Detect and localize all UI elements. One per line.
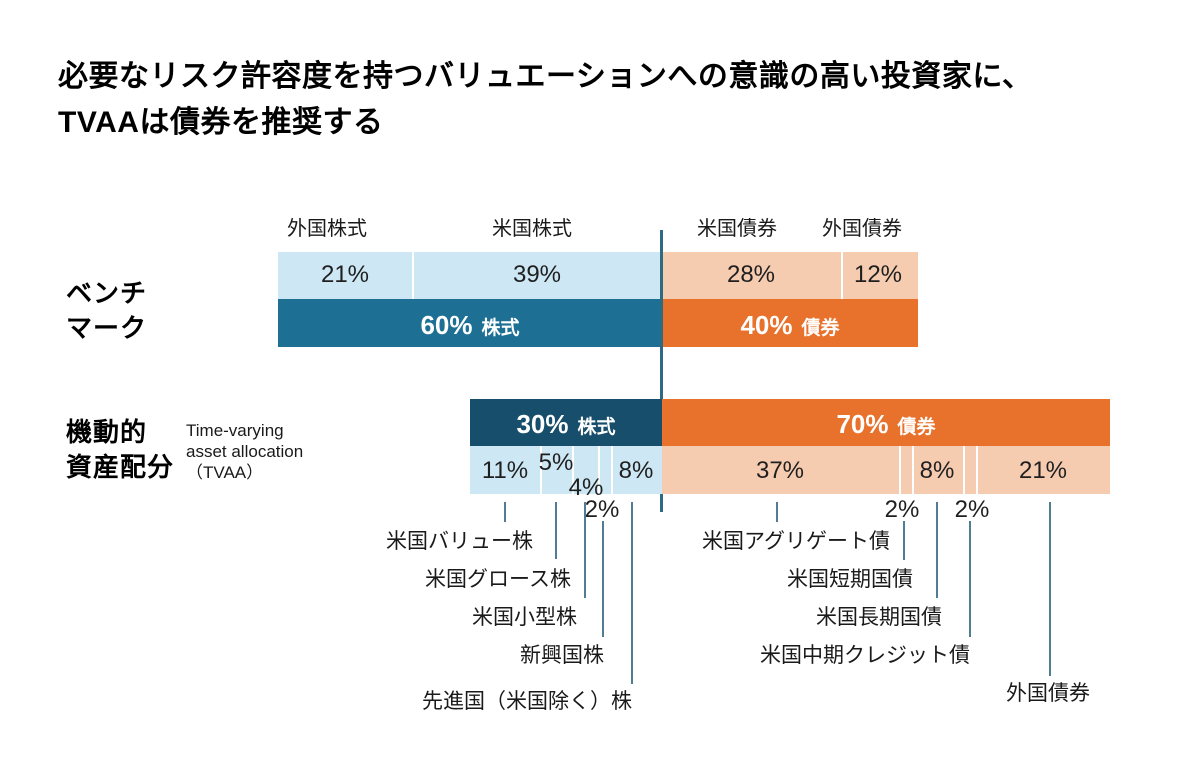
leader-line-foreign-bond [1049,502,1051,676]
tvaa-value-emerging: 2% [584,496,620,523]
tvaa-row-label-line2: 資産配分 [66,452,175,482]
label-us-growth: 米国グロース株 [425,568,571,591]
tvaa-bar-stocks-total [470,399,662,446]
tvaa-value-us-aggregate: 37% [755,457,805,484]
leader-line-developed-exus [631,502,633,684]
leader-line-us-intermediate-credit [969,521,971,637]
tvaa-segment-emerging [598,446,611,494]
tvaa-value-us-intermediate-credit: 2% [954,496,990,523]
tvaa-value-us-growth: 5% [538,449,574,476]
benchmark-row-label-line1: ベンチ [66,278,148,308]
tvaa-value-us-smallcap: 4% [568,474,604,501]
page-title-line1: 必要なリスク許容度を持つバリュエーションへの意識の高い投資家に、 [58,60,1033,93]
benchmark-value-us-bond: 28% [726,261,776,288]
tvaa-bonds-total-label: 70% 債券 [836,409,935,440]
tvaa-segment-us-intermediate-credit [963,446,976,494]
benchmark-stocks-total-unit: 株式 [481,318,520,339]
benchmark-bonds-total-unit: 債券 [801,318,840,339]
benchmark-value-foreign-bond: 12% [853,261,903,288]
leader-line-us-shortterm [903,521,905,560]
benchmark-segment-us-stock [412,252,662,299]
tvaa-row-sublabel: Time-varying asset allocation （TVAA） [186,421,304,482]
leader-line-emerging [602,521,604,637]
benchmark-category-us-bond: 米国債券 [697,218,777,240]
page-title-line2: TVAAは債券を推奨する [58,106,384,139]
leader-line-us-smallcap [584,502,586,598]
tvaa-bonds-total-unit: 債券 [897,417,936,438]
tvaa-row-label-line1: 機動的 [66,417,148,447]
tvaa-segment-foreign-bond [976,446,1110,494]
tvaa-segment-developed-exus [611,446,662,494]
tvaa-value-us-value: 11% [481,457,529,484]
tvaa-segment-us-smallcap [572,446,598,494]
page-title: 必要なリスク許容度を持つバリュエーションへの意識の高い投資家に、 TVAAは債券… [58,54,1158,146]
benchmark-bar-stocks-total [278,299,662,347]
tvaa-segment-us-longterm [912,446,963,494]
benchmark-bonds-total-label: 40% 債券 [740,310,839,341]
stocks-bonds-divider-line [660,230,663,512]
benchmark-category-foreign-bond: 外国債券 [822,218,902,240]
benchmark-row-label: ベンチ マーク [66,276,147,346]
label-us-aggregate: 米国アグリゲート債 [702,530,890,553]
tvaa-stocks-total-label: 30% 株式 [516,409,615,440]
label-us-longterm: 米国長期国債 [816,606,942,629]
tvaa-segment-us-aggregate [662,446,899,494]
benchmark-bonds-total-pct: 40% [740,310,793,340]
label-us-value: 米国バリュー株 [386,530,533,553]
benchmark-segment-foreign-bond [841,252,918,299]
tvaa-value-us-shortterm: 2% [884,496,920,523]
benchmark-value-us-stock: 39% [512,261,562,288]
label-developed-exus: 先進国（米国除く）株 [422,690,632,713]
label-foreign-bond: 外国債券 [1006,682,1090,705]
tvaa-value-us-longterm: 8% [919,457,955,484]
tvaa-segment-us-shortterm [899,446,912,494]
tvaa-segment-us-value [470,446,540,494]
benchmark-segment-foreign-stock [278,252,412,299]
leader-line-us-aggregate [776,502,778,522]
leader-line-us-longterm [936,502,938,598]
tvaa-segment-us-growth [540,446,572,494]
label-us-smallcap: 米国小型株 [472,606,577,629]
benchmark-category-foreign-stock: 外国株式 [287,218,367,240]
tvaa-stocks-total-unit: 株式 [577,417,616,438]
benchmark-stocks-total-pct: 60% [420,310,473,340]
tvaa-bar-bonds-total [662,399,1110,446]
label-us-shortterm: 米国短期国債 [787,568,913,591]
benchmark-row-label-line2: マーク [66,313,148,343]
label-emerging: 新興国株 [520,644,604,667]
tvaa-value-developed-exus: 8% [618,457,654,484]
benchmark-category-us-stock: 米国株式 [492,218,572,240]
tvaa-value-foreign-bond: 21% [1018,457,1068,484]
label-us-intermediate-credit: 米国中期クレジット債 [760,644,970,667]
tvaa-bonds-total-pct: 70% [836,409,889,439]
leader-line-us-growth [555,502,557,559]
benchmark-value-foreign-stock: 21% [320,261,370,288]
benchmark-segment-us-bond [662,252,841,299]
benchmark-bar-bonds-total [662,299,918,347]
leader-line-us-value [504,502,506,522]
benchmark-stocks-total-label: 60% 株式 [420,310,519,341]
tvaa-row-label: 機動的 資産配分 [66,415,174,485]
tvaa-stocks-total-pct: 30% [516,409,569,439]
